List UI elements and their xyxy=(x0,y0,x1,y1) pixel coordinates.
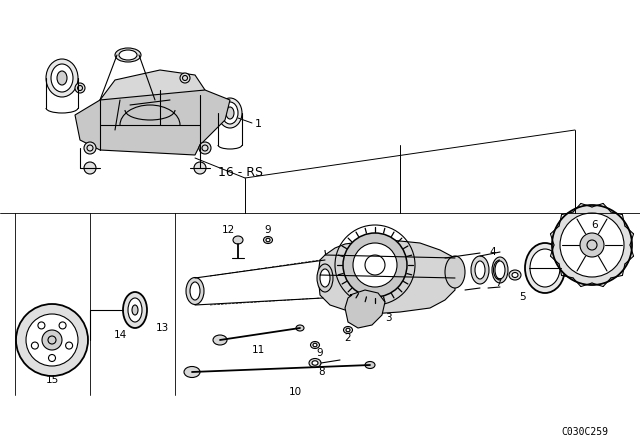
Ellipse shape xyxy=(296,325,304,331)
Circle shape xyxy=(343,233,407,297)
Text: 16 - RS: 16 - RS xyxy=(218,165,262,178)
Text: C030C259: C030C259 xyxy=(561,427,609,437)
Ellipse shape xyxy=(115,48,141,62)
Text: 3: 3 xyxy=(385,313,391,323)
Ellipse shape xyxy=(128,298,142,322)
Polygon shape xyxy=(345,290,385,328)
Ellipse shape xyxy=(46,59,78,97)
Text: 13: 13 xyxy=(156,323,168,333)
Ellipse shape xyxy=(344,327,353,333)
Ellipse shape xyxy=(266,238,270,242)
Ellipse shape xyxy=(346,328,350,332)
Text: 6: 6 xyxy=(592,220,598,230)
Circle shape xyxy=(580,233,604,257)
Ellipse shape xyxy=(530,249,560,287)
Text: 8: 8 xyxy=(319,367,325,377)
Ellipse shape xyxy=(309,358,321,367)
Ellipse shape xyxy=(51,64,73,92)
Circle shape xyxy=(26,314,78,366)
Ellipse shape xyxy=(264,237,273,244)
Text: 7: 7 xyxy=(495,278,501,288)
Circle shape xyxy=(42,330,62,350)
Ellipse shape xyxy=(310,341,319,349)
Ellipse shape xyxy=(57,71,67,85)
Ellipse shape xyxy=(233,236,243,244)
Ellipse shape xyxy=(222,102,238,124)
Ellipse shape xyxy=(471,256,489,284)
Text: 2: 2 xyxy=(345,333,351,343)
Text: 11: 11 xyxy=(252,345,264,355)
Text: 10: 10 xyxy=(289,387,301,397)
Circle shape xyxy=(75,83,85,93)
Circle shape xyxy=(84,162,96,174)
Polygon shape xyxy=(100,70,205,105)
Ellipse shape xyxy=(184,366,200,378)
Ellipse shape xyxy=(365,362,375,369)
Circle shape xyxy=(16,304,88,376)
Ellipse shape xyxy=(317,264,333,292)
Ellipse shape xyxy=(492,257,508,283)
Ellipse shape xyxy=(218,98,242,128)
Circle shape xyxy=(180,73,190,83)
Polygon shape xyxy=(318,240,455,314)
Ellipse shape xyxy=(312,361,318,365)
Circle shape xyxy=(560,213,624,277)
Ellipse shape xyxy=(123,292,147,328)
Polygon shape xyxy=(75,90,230,155)
Circle shape xyxy=(84,142,96,154)
Ellipse shape xyxy=(119,50,137,60)
Ellipse shape xyxy=(190,282,200,300)
Ellipse shape xyxy=(445,256,465,288)
Text: 9: 9 xyxy=(317,348,323,358)
Ellipse shape xyxy=(525,243,565,293)
Ellipse shape xyxy=(509,270,521,280)
Text: 4: 4 xyxy=(490,247,496,257)
Ellipse shape xyxy=(475,261,485,279)
Circle shape xyxy=(194,162,206,174)
Ellipse shape xyxy=(512,272,518,277)
Text: 9: 9 xyxy=(265,225,271,235)
Ellipse shape xyxy=(213,335,227,345)
Text: 14: 14 xyxy=(113,330,127,340)
Ellipse shape xyxy=(186,277,204,305)
Text: 5: 5 xyxy=(518,292,525,302)
Ellipse shape xyxy=(495,261,505,279)
Ellipse shape xyxy=(132,305,138,315)
Ellipse shape xyxy=(313,343,317,347)
Text: 15: 15 xyxy=(45,375,59,385)
Circle shape xyxy=(199,142,211,154)
Text: 1: 1 xyxy=(255,119,262,129)
Ellipse shape xyxy=(320,269,330,287)
Circle shape xyxy=(353,243,397,287)
Text: 12: 12 xyxy=(221,225,235,235)
Ellipse shape xyxy=(226,107,234,119)
Circle shape xyxy=(552,205,632,285)
